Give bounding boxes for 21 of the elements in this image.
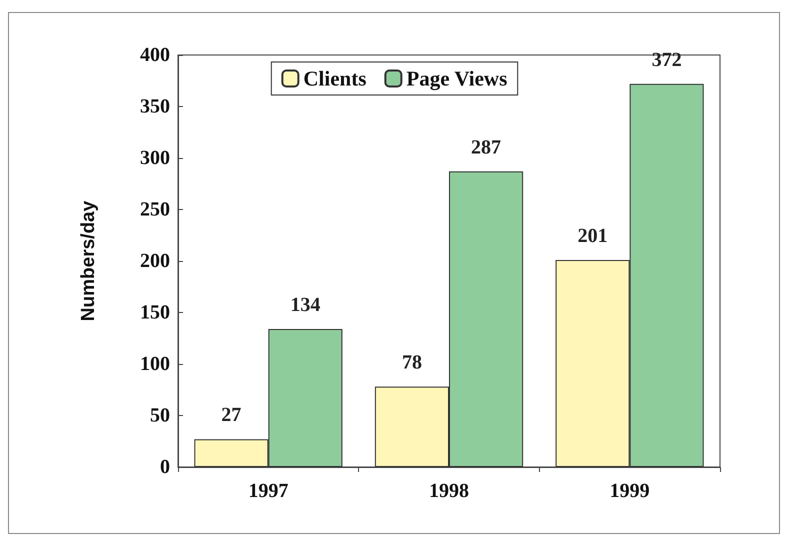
y-tick-label: 0 (160, 456, 170, 478)
data-label: 287 (471, 136, 502, 158)
data-label: 372 (652, 48, 682, 71)
y-tick-label: 150 (140, 302, 170, 324)
data-label: 27 (221, 404, 242, 426)
y-tick-label: 300 (140, 147, 170, 169)
y-tick-label: 400 (140, 44, 170, 66)
x-tick-label: 1999 (610, 480, 650, 502)
y-tick-label: 50 (150, 404, 170, 426)
y-tick-label: 100 (140, 353, 170, 375)
x-tick-label: 1997 (248, 480, 288, 502)
y-tick-label: 200 (140, 250, 170, 272)
data-label: 134 (290, 294, 320, 316)
data-label: 201 (578, 224, 608, 247)
y-tick-label: 250 (140, 198, 170, 220)
legend-label: Page Views (406, 66, 508, 90)
x-tick-label: 1998 (429, 480, 469, 502)
data-label: 78 (402, 352, 422, 374)
legend-label: Clients (303, 66, 366, 90)
y-axis-title: Numbers/day (78, 200, 99, 322)
y-tick-label: 350 (140, 96, 170, 118)
